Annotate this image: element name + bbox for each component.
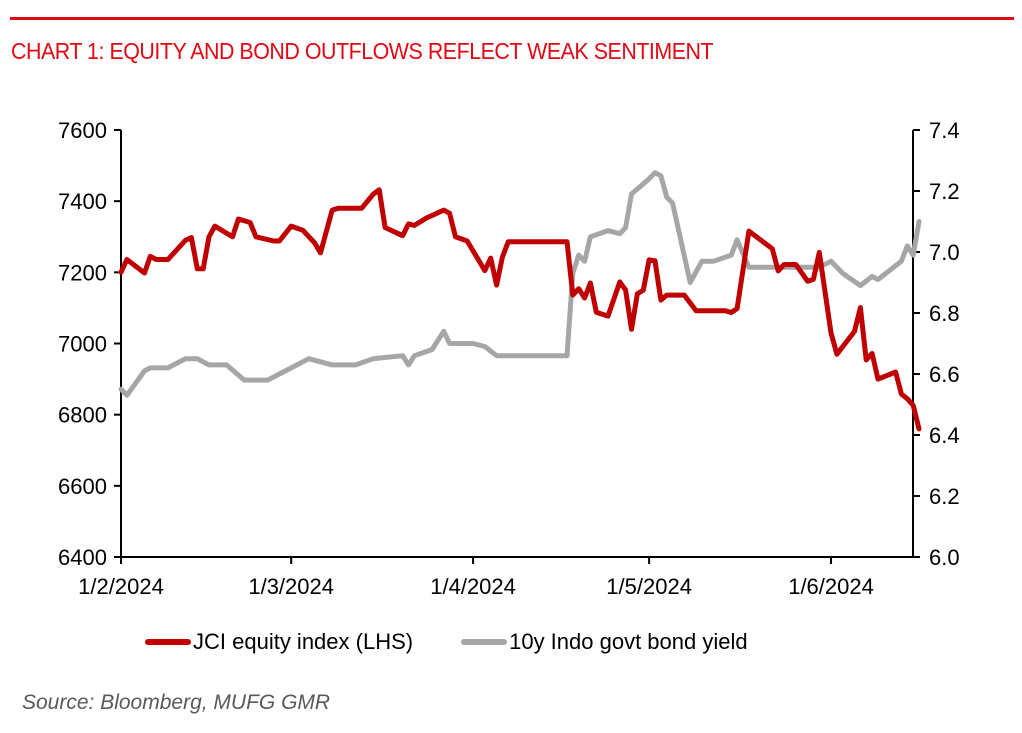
source-note: Source: Bloomberg, MUFG GMR [22, 691, 331, 714]
legend-label-jci: JCI equity index (LHS) [193, 629, 414, 654]
y-right-tick-label: 7.2 [929, 179, 960, 204]
y-right-tick-label: 7.4 [929, 118, 960, 143]
y-right-tick-label: 6.2 [929, 484, 960, 509]
y-right-tick-label: 6.0 [929, 545, 960, 570]
y-left-tick-label: 6400 [58, 545, 107, 570]
y-right-tick-label: 6.8 [929, 301, 960, 326]
y-right-tick-label: 7.0 [929, 240, 960, 265]
x-tick-label: 1/5/2024 [606, 574, 692, 599]
y-right-tick-label: 6.6 [929, 362, 960, 387]
x-tick-label: 1/6/2024 [788, 574, 874, 599]
y-right-tick-label: 6.4 [929, 423, 960, 448]
legend: JCI equity index (LHS) 10y Indo govt bon… [145, 629, 796, 655]
legend-label-bond-yield: 10y Indo govt bond yield [509, 629, 748, 654]
legend-item-bond-yield: 10y Indo govt bond yield [461, 629, 748, 655]
x-tick-label: 1/3/2024 [248, 574, 334, 599]
y-left-tick-label: 7600 [58, 118, 107, 143]
legend-item-jci: JCI equity index (LHS) [145, 629, 413, 655]
x-tick-label: 1/2/2024 [78, 574, 164, 599]
y-left-tick-label: 7200 [58, 260, 107, 285]
y-left-tick-label: 7400 [58, 189, 107, 214]
y-left-tick-label: 7000 [58, 332, 107, 357]
x-tick-label: 1/4/2024 [430, 574, 516, 599]
series-line-jci [118, 187, 922, 432]
y-left-tick-label: 6600 [58, 474, 107, 499]
y-left-tick-label: 6800 [58, 403, 107, 428]
chart-title: CHART 1: EQUITY AND BOND OUTFLOWS REFLEC… [11, 38, 714, 64]
legend-swatch-bond-yield [461, 639, 508, 645]
series-lines [118, 170, 922, 432]
axes: 6400 6600 6800 7000 7200 7400 7600 6.0 6.2 6.4 6.6… [58, 118, 960, 599]
legend-swatch-jci [145, 639, 191, 645]
title-rule [10, 17, 1014, 20]
series-line-bond-yield [118, 170, 922, 398]
